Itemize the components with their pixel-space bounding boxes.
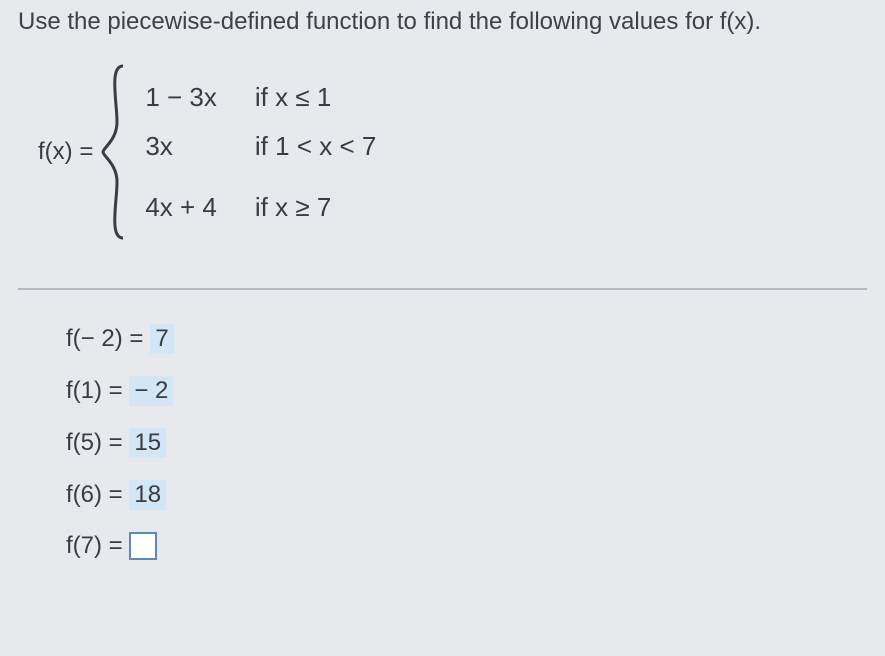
answer-lhs: f(5) = [66,429,123,457]
piece-cond: if x ≥ 7 [255,192,376,223]
question-prompt: Use the piecewise-defined function to fi… [18,8,867,36]
piece-expr: 1 − 3x [145,82,217,113]
answer-value: 18 [129,480,166,510]
answer-line: f(7) = [66,532,867,560]
pieces-grid: 1 − 3x if x ≤ 1 3x if 1 < x < 7 4x + 4 i… [145,82,376,223]
piece-expr: 4x + 4 [145,192,217,223]
answer-value: 15 [129,428,166,458]
piece-cond: if x ≤ 1 [255,82,376,113]
function-lhs: f(x) = [38,138,93,166]
answer-line: f(− 2) = 7 [66,324,867,354]
answer-lhs: f(− 2) = [66,325,143,353]
piece-cond: if 1 < x < 7 [255,131,376,162]
answer-line: f(6) = 18 [66,480,867,510]
piecewise-function: f(x) = 1 − 3x if x ≤ 1 3x if 1 < x < 7 4… [38,62,867,242]
answer-line: f(5) = 15 [66,428,867,458]
curly-brace-icon [99,62,129,242]
answer-lhs: f(6) = [66,481,123,509]
answer-lhs: f(1) = [66,377,123,405]
answer-input[interactable] [129,532,157,560]
section-divider [18,288,867,290]
worksheet-page: Use the piecewise-defined function to fi… [0,0,885,656]
piece-expr: 3x [145,131,217,162]
answers-block: f(− 2) = 7 f(1) = − 2 f(5) = 15 f(6) = 1… [66,324,867,560]
answer-line: f(1) = − 2 [66,376,867,406]
answer-value: − 2 [129,376,173,406]
answer-value: 7 [150,324,174,354]
answer-lhs: f(7) = [66,532,123,560]
